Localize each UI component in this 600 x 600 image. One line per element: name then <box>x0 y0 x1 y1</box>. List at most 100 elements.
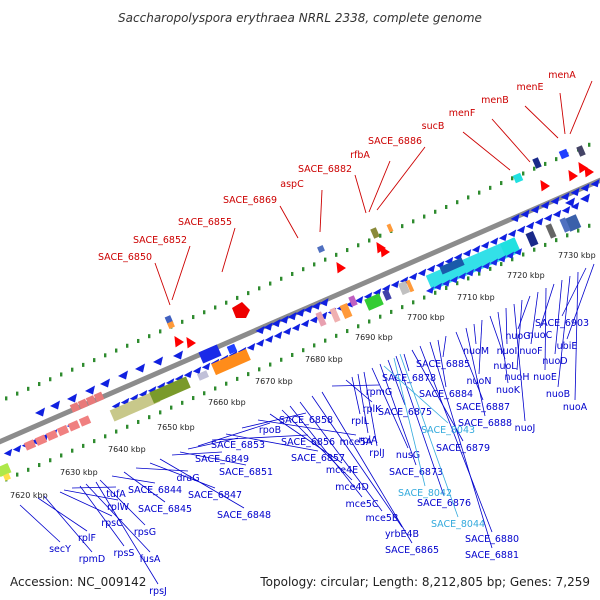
tick-mark <box>368 238 371 243</box>
forward-gene-label: menF <box>449 108 476 119</box>
tick-mark <box>291 271 294 276</box>
tick-mark <box>115 429 118 434</box>
rna-label-leader <box>383 365 449 424</box>
tick-mark <box>280 276 283 281</box>
bottom-label-leader <box>455 331 484 401</box>
reverse-gene-arrow <box>255 325 265 335</box>
top-label-leader <box>569 80 593 135</box>
bottom-label-leader <box>554 279 563 355</box>
bottom-label-leader <box>95 481 159 585</box>
bottom-label-leader <box>429 341 493 549</box>
tick-mark <box>500 181 503 186</box>
tick-mark <box>291 352 294 357</box>
bottom-label-leader <box>566 263 595 340</box>
reverse-gene-arrow <box>543 213 553 222</box>
tick-mark <box>412 219 415 224</box>
top-label-leader <box>319 189 323 233</box>
reverse-gene-label: SACE_6873 <box>389 467 443 478</box>
reverse-gene-arrow <box>311 301 321 310</box>
reverse-gene-label: nuoH <box>505 372 530 383</box>
gene-block <box>329 307 341 323</box>
reverse-gene-label: nuoM <box>463 346 489 357</box>
tick-mark <box>346 248 349 253</box>
tick-mark <box>159 410 162 415</box>
bottom-label-leader <box>387 359 406 406</box>
reverse-gene-label: secY <box>49 544 71 555</box>
reverse-gene-arrow <box>489 237 499 245</box>
top-label-leader <box>221 227 236 273</box>
reverse-gene-label: nusG <box>396 450 420 461</box>
gene-block <box>397 280 411 296</box>
reverse-gene-arrow <box>295 308 305 317</box>
tick-mark <box>511 176 514 181</box>
reverse-gene-label: nuoA <box>563 402 588 413</box>
tick-mark <box>533 247 536 252</box>
reverse-gene-arrow <box>85 385 95 395</box>
rpoC-block <box>149 376 191 404</box>
reverse-gene-label: tufA <box>106 489 126 500</box>
reverse-gene-label: fusA <box>140 554 161 565</box>
reverse-gene-label: rplL <box>351 416 370 427</box>
reverse-gene-arrow <box>100 378 110 388</box>
reverse-gene-arrow <box>3 448 13 457</box>
ribosomal-gene-block <box>93 391 105 403</box>
tick-mark <box>544 161 547 166</box>
tick-mark <box>137 338 140 343</box>
reverse-gene-label: SACE_6879 <box>436 443 490 454</box>
reverse-gene-label: nuoD <box>542 356 567 367</box>
tick-mark <box>181 400 184 405</box>
tick-mark <box>214 305 217 310</box>
reverse-gene-arrow <box>520 209 530 218</box>
gene-block <box>315 311 327 327</box>
bottom-label-leader <box>437 339 447 388</box>
forward-gene-arrow <box>174 336 184 348</box>
tick-mark <box>60 453 63 458</box>
forward-strand-labels: SACE_6850 SACE_6852 SACE_6855 SACE_6869aspC… <box>98 70 593 306</box>
tick-mark <box>577 228 580 233</box>
gene-block <box>317 245 325 253</box>
tick-mark <box>170 405 173 410</box>
tick-mark <box>225 381 228 386</box>
tick-label: 7630 kbp <box>60 468 98 477</box>
gene-block <box>198 344 222 364</box>
top-label-leader <box>154 262 171 306</box>
gene-block <box>545 223 557 239</box>
figure-title: Saccharopolyspora erythraea NRRL 2338, c… <box>118 11 482 25</box>
tick-mark <box>555 157 558 162</box>
forward-gene-pentagon <box>232 302 250 318</box>
tick-mark <box>522 252 525 257</box>
tick-mark <box>346 329 349 334</box>
tick-mark <box>16 391 19 396</box>
tick-mark <box>269 281 272 286</box>
tick-mark <box>38 463 41 468</box>
tick-mark <box>324 257 327 262</box>
forward-gene-label: SACE_6852 <box>133 235 187 246</box>
reverse-gene-label: mce5C <box>346 499 379 510</box>
tick-mark <box>533 166 536 171</box>
reverse-gene-arrow <box>35 407 45 417</box>
reverse-gene-label: rplW <box>107 502 130 513</box>
reverse-gene-arrow <box>390 280 400 288</box>
forward-gene-arrow <box>540 180 550 192</box>
tick-mark <box>115 348 118 353</box>
forward-gene-label: SACE_6855 <box>178 217 232 228</box>
reverse-gene-label: rpsC <box>101 518 123 529</box>
forward-gene-label: menB <box>481 95 509 106</box>
reverse-gene-arrow <box>516 225 526 234</box>
reverse-gene-label: SACE_6876 <box>417 498 471 509</box>
forward-gene-label: menA <box>548 70 576 81</box>
reverse-gene-label: rplK <box>363 404 383 415</box>
gene-block <box>370 227 380 239</box>
top-label-leader <box>354 174 367 214</box>
tick-mark <box>27 467 30 472</box>
reverse-gene-label: draG <box>176 473 199 484</box>
reverse-gene-label: SACE_6884 <box>419 389 473 400</box>
reverse-gene-arrow <box>458 272 466 280</box>
bottom-label-leader <box>489 315 506 360</box>
tick-mark <box>236 376 239 381</box>
tick-mark <box>280 357 283 362</box>
reverse-gene-arrow <box>271 318 281 328</box>
bottom-label-leader <box>516 299 523 371</box>
tick-label: 7730 kbp <box>558 251 596 260</box>
reverse-gene-label: mce5B <box>366 513 399 524</box>
